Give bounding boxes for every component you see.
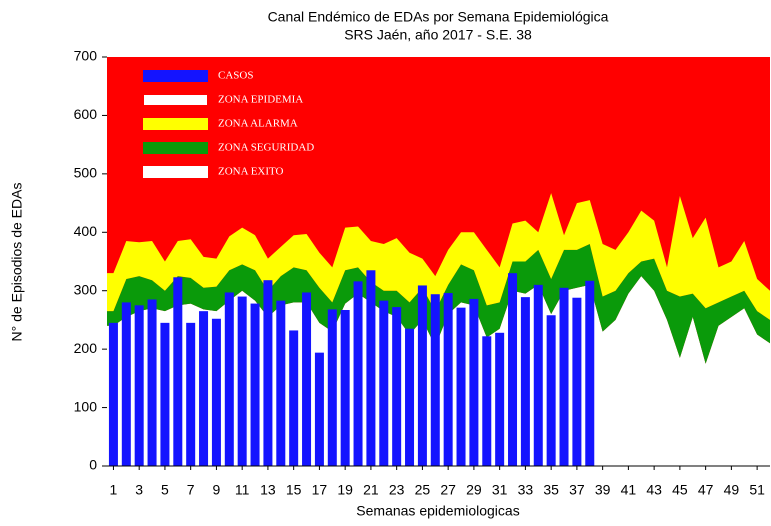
bar: [405, 328, 415, 466]
x-tick-label: 51: [749, 482, 765, 498]
x-tick-label: 37: [569, 482, 585, 498]
x-tick-label: 17: [312, 482, 328, 498]
x-axis-title: Semanas epidemiologicas: [356, 503, 519, 519]
y-tick-label: 400: [74, 223, 98, 239]
bar: [585, 280, 595, 466]
x-tick-label: 47: [698, 482, 714, 498]
bar: [173, 277, 183, 466]
y-tick-label: 700: [74, 48, 98, 64]
bar: [392, 307, 402, 466]
bar: [340, 309, 350, 466]
bar: [520, 297, 530, 466]
zone-band: [107, 193, 770, 320]
x-tick-label: 23: [389, 482, 405, 498]
bar: [276, 300, 286, 466]
bar: [443, 293, 453, 466]
x-tick-label: 9: [213, 482, 221, 498]
bar: [199, 311, 209, 466]
bar: [211, 318, 221, 466]
x-tick-label: 33: [518, 482, 534, 498]
bar: [366, 270, 376, 466]
x-tick-label: 15: [286, 482, 302, 498]
bar: [495, 332, 505, 466]
bar: [508, 273, 518, 466]
x-tick-label: 11: [235, 482, 250, 498]
bar: [250, 303, 260, 466]
y-tick-label: 0: [89, 457, 97, 473]
x-tick-label: 43: [646, 482, 662, 498]
bar: [108, 322, 118, 466]
y-tick-label: 600: [74, 106, 98, 122]
bar: [289, 330, 299, 466]
x-tick-label: 19: [337, 482, 353, 498]
bar: [482, 336, 492, 466]
bar: [121, 302, 131, 466]
bar: [417, 285, 427, 466]
legend-swatch: [143, 118, 208, 130]
x-tick-label: 27: [440, 482, 456, 498]
legend-swatch: [143, 70, 208, 82]
x-tick-label: 13: [260, 482, 276, 498]
x-tick-label: 35: [543, 482, 559, 498]
y-tick-label: 200: [74, 340, 98, 356]
x-tick-label: 45: [672, 482, 688, 498]
chart-subtitle: SRS Jaén, año 2017 - S.E. 38: [344, 27, 532, 43]
legend-swatch: [143, 166, 208, 178]
legend-label: ZONA EXITO: [218, 166, 284, 178]
bar: [237, 296, 247, 466]
legend-label: ZONA EPIDEMIA: [218, 94, 303, 106]
x-tick-label: 5: [161, 482, 169, 498]
bar: [160, 322, 170, 466]
bar: [147, 299, 157, 466]
x-tick-label: 7: [187, 482, 195, 498]
x-tick-label: 3: [135, 482, 143, 498]
bar: [430, 294, 440, 466]
bar: [469, 298, 479, 466]
legend-swatch: [142, 93, 209, 107]
y-tick-label: 500: [74, 165, 98, 181]
x-tick-label: 39: [595, 482, 611, 498]
bar: [224, 292, 234, 466]
y-tick-label: 300: [74, 281, 98, 297]
legend-label: ZONA SEGURIDAD: [218, 142, 314, 154]
y-axis-title: N° de Episodios de EDAs: [9, 183, 25, 342]
bar: [302, 292, 312, 466]
chart-title: Canal Endémico de EDAs por Semana Epidem…: [268, 9, 609, 25]
bar: [546, 315, 556, 466]
x-tick-label: 41: [621, 482, 637, 498]
x-tick-label: 49: [724, 482, 740, 498]
x-tick-label: 29: [466, 482, 482, 498]
x-tick-label: 21: [363, 482, 379, 498]
bar: [327, 309, 337, 466]
y-tick-label: 100: [74, 398, 98, 414]
legend-swatch: [143, 142, 208, 154]
bar: [314, 352, 324, 466]
bar: [263, 280, 273, 466]
bar: [572, 297, 582, 466]
bar: [533, 284, 543, 466]
bar: [134, 305, 144, 466]
legend-label: ZONA ALARMA: [218, 118, 298, 130]
bar: [379, 300, 389, 466]
x-tick-label: 25: [415, 482, 431, 498]
bar: [353, 281, 363, 466]
bar: [186, 322, 196, 466]
zone-band: [107, 243, 770, 364]
legend-label: CASOS: [218, 70, 253, 82]
bar: [559, 287, 569, 466]
x-tick-label: 31: [492, 482, 508, 498]
bar: [456, 307, 466, 466]
x-tick-label: 1: [110, 482, 118, 498]
